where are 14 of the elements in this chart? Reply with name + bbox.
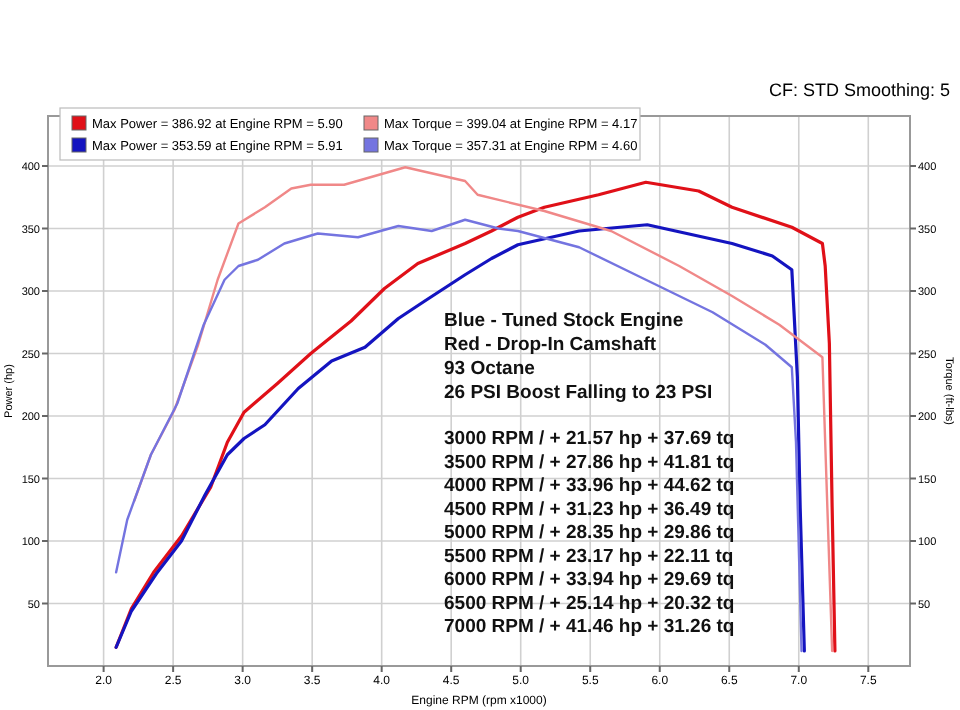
annotation: 7000 RPM / + 41.46 hp + 31.26 tq [444, 616, 735, 638]
annotation: 5500 RPM / + 23.17 hp + 22.11 tq [444, 545, 734, 568]
annotation: 3500 RPM / + 27.86 hp + 41.81 tq [444, 451, 735, 474]
annotation: 93 Octane [444, 358, 535, 380]
annotation: 6000 RPM / + 33.94 hp + 29.69 tq [444, 569, 735, 591]
annotation: 6500 RPM / + 25.14 hp + 20.32 tq [444, 592, 735, 615]
annotation: 4000 RPM / + 33.96 hp + 44.62 tq [444, 475, 735, 497]
annotation: 5000 RPM / + 28.35 hp + 29.86 tq [444, 522, 735, 544]
annotation: 3000 RPM / + 21.57 hp + 37.69 tq [444, 428, 735, 450]
annotation: Blue - Tuned Stock Engine [444, 310, 684, 332]
annotation: 26 PSI Boost Falling to 23 PSI [444, 382, 713, 404]
annotation: Red - Drop-In Camshaft [444, 334, 658, 356]
chart-subtitle: CF: STD Smoothing: 5 [768, 80, 950, 100]
annotation: 4500 RPM / + 31.23 hp + 36.49 tq [444, 498, 735, 521]
